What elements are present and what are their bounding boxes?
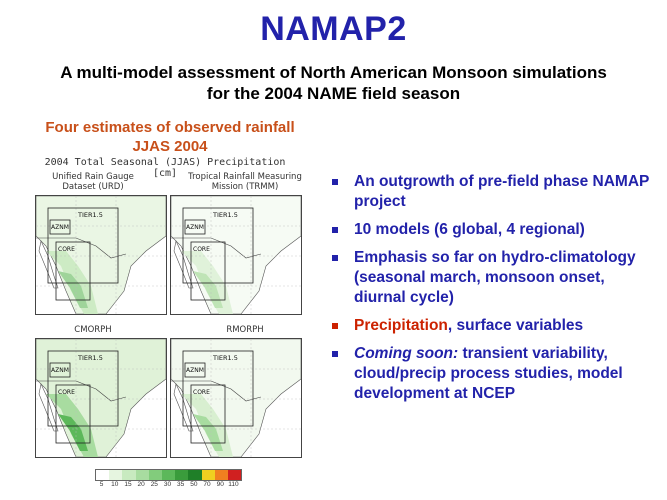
panel-label-trmm: Tropical Rainfall Measuring Mission (TRM…	[180, 172, 310, 192]
bullet-highlight: Precipitation	[354, 317, 448, 334]
colorbar-tick-label: 20	[137, 481, 145, 488]
colorbar-tick-label: 25	[150, 481, 158, 488]
colorbar-swatch	[227, 470, 242, 480]
subtitle-line-2: for the 2004 NAME field season	[206, 84, 461, 103]
colorbar-swatch	[122, 470, 136, 480]
colorbar-ticks: 5 10 15 20 25 30 35 50 70 90 110	[95, 481, 242, 491]
bullet-text: Emphasis so far on hydro-climatology (se…	[354, 249, 636, 306]
colorbar-swatch	[135, 470, 149, 480]
bullet-item: An outgrowth of pre-field phase NAMAP pr…	[330, 172, 650, 212]
core-box	[190, 241, 226, 301]
aznm-box	[184, 219, 206, 235]
colorbar-swatch	[175, 470, 189, 480]
panel-label-line-2: Dataset (URD)	[62, 182, 124, 192]
tier-box	[182, 350, 254, 427]
colorbar-swatch	[96, 470, 110, 480]
figure-title: 2004 Total Seasonal (JJAS) Precipitation…	[44, 157, 286, 179]
colorbar-swatch	[214, 470, 228, 480]
tier-box-label: TIER1.5	[212, 354, 238, 362]
panel-label-line-1: CMORPH	[74, 325, 112, 335]
aznm-box	[49, 362, 71, 378]
colorbar-tick-label: 110	[228, 481, 239, 488]
precip-map: TIER1.5 AZNM CORE	[171, 339, 301, 457]
tier-box-label: TIER1.5	[212, 211, 238, 219]
aznm-box	[184, 362, 206, 378]
tier-box-label: TIER1.5	[77, 354, 103, 362]
colorbar-swatch	[109, 470, 123, 480]
precip-map: TIER1.5 AZNM CORE	[36, 339, 166, 457]
colorbar-tick-label: 15	[124, 481, 132, 488]
bullet-item: 10 models (6 global, 4 regional)	[330, 220, 650, 240]
colorbar-swatch	[201, 470, 215, 480]
panel-label-line-1: Unified Rain Gauge	[52, 172, 134, 182]
colorbar-tick-label: 50	[190, 481, 198, 488]
aznm-box	[49, 219, 71, 235]
core-box-label: CORE	[193, 389, 210, 396]
panel-label-cmorph: CMORPH	[28, 325, 158, 335]
colorbar-tick-label: 30	[163, 481, 172, 488]
figure-heading: Four estimates of observed rainfall JJAS…	[20, 118, 320, 156]
panel-label-line-1: RMORPH	[226, 325, 264, 335]
precip-map: TIER1.5 AZNM CORE	[171, 196, 301, 314]
map-panel-urd: TIER1.5 AZNM CORE	[35, 195, 167, 315]
aznm-box-label: AZNM	[51, 367, 69, 374]
bullet-square-icon	[332, 351, 338, 357]
bullet-square-icon	[332, 323, 338, 329]
rain-band-heavy	[193, 271, 223, 308]
panel-label-line-1: Tropical Rainfall Measuring	[188, 172, 302, 182]
subtitle-line-1: A multi-model assessment of North Americ…	[60, 63, 607, 82]
figure-heading-line-2: JJAS 2004	[132, 138, 208, 155]
colorbar-swatch	[161, 470, 176, 480]
map-panel-cmorph: TIER1.5 AZNM CORE	[35, 338, 167, 458]
bullet-square-icon	[332, 227, 338, 233]
colorbar-tick-label: 10	[111, 481, 119, 488]
colorbar-tick-label: 70	[203, 481, 211, 488]
aznm-box-label: AZNM	[51, 224, 69, 231]
colorbar-tick-label: 90	[216, 481, 224, 488]
rain-band-heavy	[58, 271, 88, 308]
bullet-item: Precipitation, surface variables	[330, 316, 650, 336]
rain-band-heavy	[58, 414, 88, 451]
panel-label-urd: Unified Rain Gauge Dataset (URD)	[28, 172, 158, 192]
tier-box-label: TIER1.5	[77, 211, 103, 219]
core-box	[55, 241, 91, 301]
core-box-label: CORE	[193, 246, 210, 253]
colorbar	[95, 469, 242, 481]
panel-label-line-2: Mission (TRMM)	[211, 182, 279, 192]
bullet-text: transient variability, cloud/precip proc…	[354, 345, 623, 402]
tier-box	[47, 350, 119, 427]
colorbar-swatch	[188, 470, 202, 480]
bullet-list: An outgrowth of pre-field phase NAMAP pr…	[330, 172, 650, 412]
colorbar-tick-label: 35	[177, 481, 185, 488]
precip-map: TIER1.5 AZNM CORE	[36, 196, 166, 314]
rain-band-heavy	[193, 414, 223, 451]
map-panel-trmm: TIER1.5 AZNM CORE	[170, 195, 302, 315]
bullet-italic: Coming soon:	[354, 345, 459, 362]
bullet-text: , surface variables	[447, 317, 584, 334]
aznm-box-label: AZNM	[186, 367, 204, 374]
figure-heading-line-1: Four estimates of observed rainfall	[45, 119, 295, 136]
bullet-text: 10 models (6 global, 4 regional)	[354, 221, 585, 238]
core-box	[190, 384, 226, 444]
core-box	[55, 384, 91, 444]
map-panel-rmorph: TIER1.5 AZNM CORE	[170, 338, 302, 458]
slide-subtitle: A multi-model assessment of North Americ…	[40, 62, 627, 104]
bullet-item: Coming soon: transient variability, clou…	[330, 344, 650, 404]
tier-box	[47, 207, 119, 284]
colorbar-tick-label: 5	[99, 481, 104, 488]
panel-label-rmorph: RMORPH	[180, 325, 310, 335]
slide-title: NAMAP2	[260, 10, 407, 48]
bullet-square-icon	[332, 179, 338, 185]
tier-box	[182, 207, 254, 284]
colorbar-swatch	[148, 470, 162, 480]
bullet-square-icon	[332, 255, 338, 261]
aznm-box-label: AZNM	[186, 224, 204, 231]
bullet-item: Emphasis so far on hydro-climatology (se…	[330, 248, 650, 308]
bullet-text: An outgrowth of pre-field phase NAMAP pr…	[354, 173, 650, 210]
core-box-label: CORE	[58, 246, 75, 253]
core-box-label: CORE	[58, 389, 75, 396]
